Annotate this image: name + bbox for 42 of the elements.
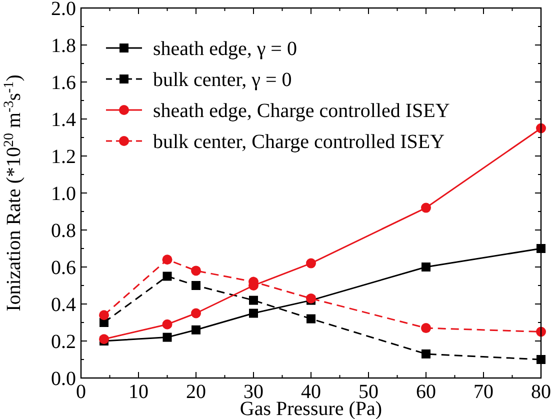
y-tick-label: 1.2 (51, 146, 76, 168)
y-tick-label: 0.4 (51, 294, 76, 316)
y-tick-label: 0.2 (51, 331, 76, 353)
legend-label: bulk center, γ = 0 (153, 69, 292, 91)
point (192, 325, 200, 334)
x-tick-label: 70 (474, 381, 494, 403)
y-tick-label: 1.4 (51, 109, 76, 131)
point (191, 266, 201, 276)
point (306, 293, 316, 304)
point (422, 349, 430, 358)
point (162, 254, 172, 265)
y-tick-label: 1.6 (51, 72, 76, 94)
point (162, 319, 172, 330)
point (99, 334, 109, 344)
point (306, 314, 316, 324)
point (422, 262, 430, 272)
point (306, 258, 316, 268)
point (99, 310, 109, 320)
y-tick-label: 1.8 (51, 35, 76, 57)
x-tick-label: 10 (128, 381, 148, 403)
legend-label: bulk center, Charge controlled ISEY (153, 131, 445, 153)
x-tick-label: 20 (186, 381, 206, 403)
legend-label: sheath edge, γ = 0 (153, 38, 297, 60)
y-tick-label: 0.8 (51, 220, 76, 242)
x-tick-label: 80 (531, 381, 551, 403)
point (536, 355, 546, 364)
point (192, 281, 200, 290)
point (162, 332, 172, 342)
point (191, 308, 201, 318)
x-tick-label: 60 (416, 381, 436, 403)
y-tick-label: 2.0 (51, 0, 76, 20)
y-tick-label: 0.0 (51, 368, 76, 390)
legend-label: sheath edge, Charge controlled ISEY (153, 100, 450, 122)
point (421, 202, 431, 213)
point (162, 272, 172, 281)
y-tick-label: 1.0 (51, 183, 76, 205)
point (249, 296, 258, 305)
x-tick-label: 0 (76, 381, 86, 403)
y-tick-label: 0.6 (51, 257, 76, 279)
point (536, 244, 546, 253)
point (421, 323, 431, 334)
point (249, 308, 258, 318)
